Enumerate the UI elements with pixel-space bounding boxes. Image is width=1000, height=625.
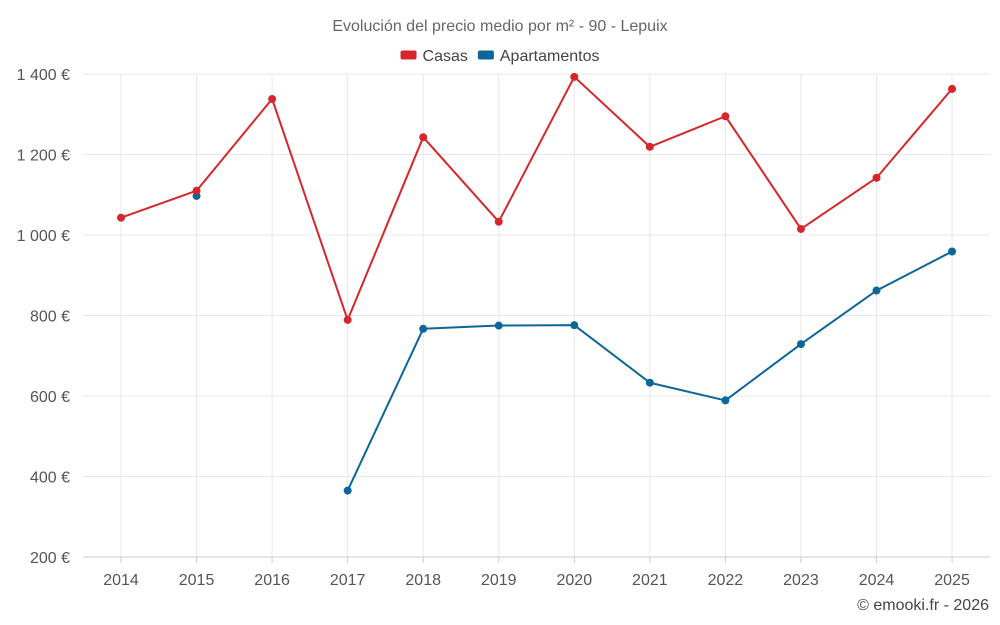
legend-label: Casas bbox=[423, 48, 468, 65]
y-tick-label: 400 € bbox=[30, 470, 70, 487]
y-tick-label: 800 € bbox=[30, 309, 70, 326]
series-casas bbox=[117, 72, 957, 324]
data-point-casas[interactable] bbox=[268, 94, 277, 103]
data-point-casas[interactable] bbox=[721, 112, 730, 121]
x-tick-label: 2017 bbox=[330, 572, 366, 589]
y-tick-label: 600 € bbox=[30, 389, 70, 406]
y-tick-label: 1 200 € bbox=[17, 148, 70, 165]
legend-item-apartamentos[interactable]: Apartamentos bbox=[477, 48, 600, 65]
data-point-apartamentos[interactable] bbox=[645, 378, 654, 387]
chart-title: Evolución del precio medio por m² - 90 -… bbox=[332, 18, 667, 35]
x-tick-label: 2015 bbox=[179, 572, 215, 589]
axes: 200 € 400 € 600 € 800 € 1 000 € 1 200 € 1 400 … bbox=[17, 67, 990, 589]
data-point-apartamentos[interactable] bbox=[948, 247, 957, 256]
x-tick-label: 2024 bbox=[859, 572, 895, 589]
data-point-apartamentos[interactable] bbox=[872, 286, 881, 295]
legend-swatch bbox=[477, 50, 494, 60]
data-point-casas[interactable] bbox=[570, 72, 579, 81]
credit-text: © emooki.fr - 2026 bbox=[857, 597, 989, 614]
series-line-casas bbox=[120, 75, 953, 321]
data-point-casas[interactable] bbox=[343, 315, 352, 324]
x-tick-label: 2016 bbox=[254, 572, 290, 589]
data-point-apartamentos[interactable] bbox=[494, 321, 503, 330]
x-tick-label: 2018 bbox=[405, 572, 441, 589]
x-tick-label: 2021 bbox=[632, 572, 668, 589]
series-layer bbox=[117, 72, 957, 495]
data-point-casas[interactable] bbox=[494, 217, 503, 226]
data-point-casas[interactable] bbox=[419, 133, 428, 142]
x-tick-label: 2020 bbox=[557, 572, 593, 589]
x-tick-label: 2019 bbox=[481, 572, 517, 589]
data-point-casas[interactable] bbox=[117, 213, 125, 222]
y-tick-label: 1 000 € bbox=[17, 228, 70, 245]
data-point-casas[interactable] bbox=[948, 84, 957, 93]
series-apartamentos bbox=[192, 191, 957, 495]
y-tick-label: 1 400 € bbox=[17, 67, 70, 84]
x-tick-label: 2025 bbox=[934, 572, 970, 589]
x-tick-label: 2014 bbox=[103, 572, 139, 589]
data-point-apartamentos[interactable] bbox=[721, 396, 730, 405]
data-point-casas[interactable] bbox=[192, 186, 201, 195]
data-point-casas[interactable] bbox=[645, 142, 654, 151]
data-point-apartamentos[interactable] bbox=[796, 340, 805, 349]
legend-swatch bbox=[400, 50, 417, 60]
data-point-apartamentos[interactable] bbox=[343, 486, 352, 495]
legend[interactable]: Casas Apartamentos bbox=[400, 48, 600, 65]
data-point-apartamentos[interactable] bbox=[570, 321, 579, 330]
y-tick-label: 200 € bbox=[30, 550, 70, 567]
x-tick-label: 2022 bbox=[708, 572, 744, 589]
legend-item-casas[interactable]: Casas bbox=[400, 48, 468, 65]
data-point-casas[interactable] bbox=[796, 224, 805, 233]
legend-label: Apartamentos bbox=[500, 48, 600, 65]
data-point-apartamentos[interactable] bbox=[419, 324, 428, 333]
data-point-casas[interactable] bbox=[872, 173, 881, 182]
x-tick-label: 2023 bbox=[783, 572, 819, 589]
grid bbox=[83, 73, 990, 557]
